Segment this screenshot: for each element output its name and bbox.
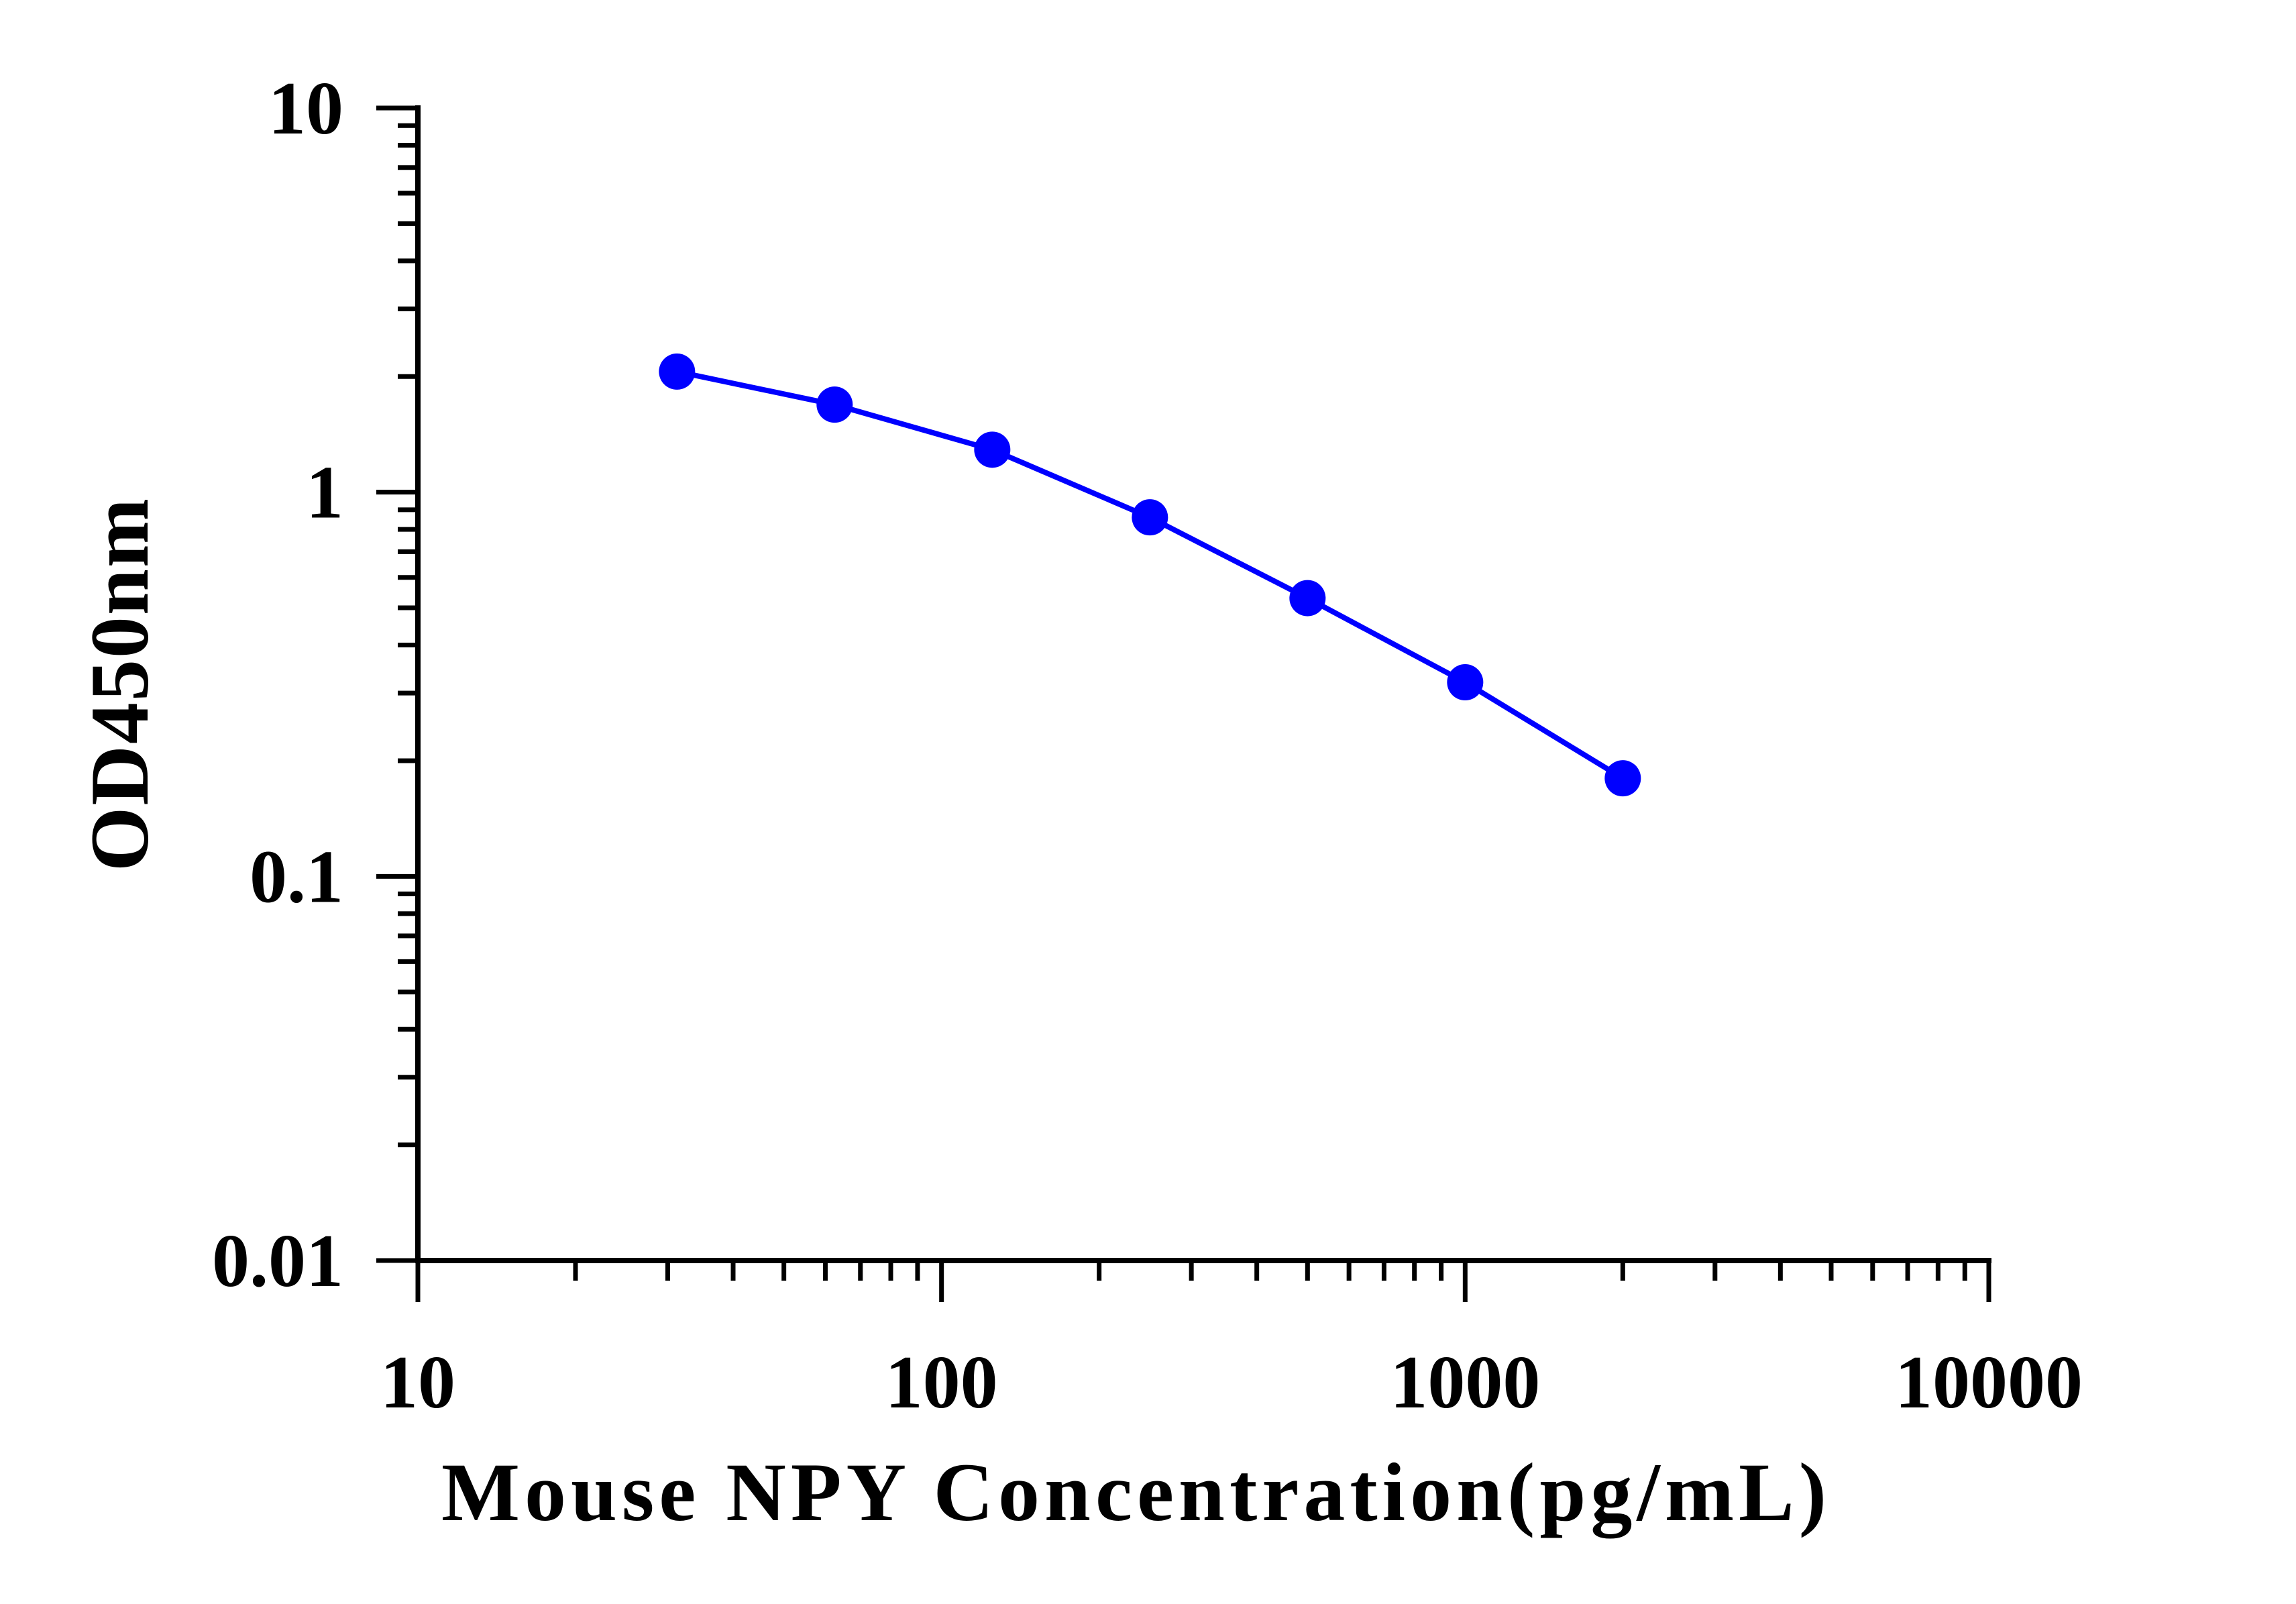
x-tick-label: 1000 (1390, 1341, 1540, 1424)
x-tick-label: 10000 (1895, 1341, 2083, 1424)
x-tick-label: 10 (380, 1341, 455, 1424)
y-tick-label: 10 (268, 67, 343, 150)
data-point (1604, 760, 1641, 797)
x-axis-title: Mouse NPY Concentration(pg/mL) (441, 1446, 1831, 1539)
y-axis-tick-labels: 0.01 0.1 1 10 (212, 67, 343, 1303)
x-axis-ticks (415, 1261, 1991, 1302)
data-point (1447, 664, 1484, 701)
data-point (816, 386, 853, 423)
y-tick-label: 0.1 (250, 835, 343, 918)
data-point (1289, 580, 1326, 617)
data-point (659, 353, 696, 390)
y-tick-label: 0.01 (212, 1220, 343, 1303)
y-axis-ticks (376, 105, 418, 1263)
data-point (1132, 499, 1168, 536)
data-point (974, 431, 1011, 468)
x-axis-tick-labels: 10 100 1000 10000 (380, 1341, 2083, 1424)
series-line (676, 368, 1625, 781)
x-tick-label: 100 (885, 1341, 998, 1424)
y-axis-title: OD450nm (74, 497, 166, 871)
series-layer (659, 353, 1641, 797)
y-tick-label: 1 (306, 451, 343, 535)
